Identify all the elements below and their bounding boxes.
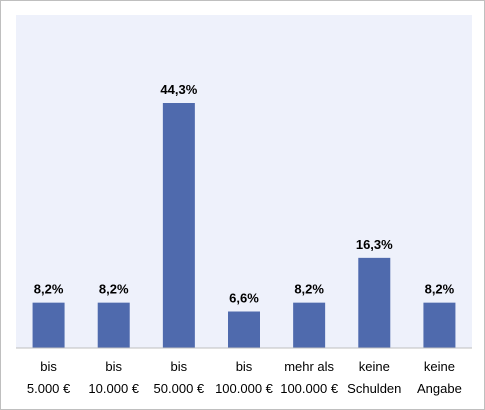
category-label-1-line-1: 10.000 € — [88, 381, 139, 396]
category-label-1-line-0: bis — [105, 359, 122, 374]
category-label-6-line-1: Angabe — [417, 381, 462, 396]
bars-group — [32, 103, 456, 348]
bar-4 — [293, 302, 326, 348]
bar-3 — [228, 311, 260, 348]
value-label-3: 6,6% — [229, 290, 259, 305]
category-label-0-line-1: 5.000 € — [27, 381, 71, 396]
category-label-5-line-1: Schulden — [347, 381, 401, 396]
value-label-1: 8,2% — [99, 282, 129, 297]
value-label-5: 16,3% — [356, 237, 393, 252]
bar-6 — [423, 302, 456, 348]
category-label-3-line-1: 100.000 € — [215, 381, 274, 396]
value-label-6: 8,2% — [425, 282, 455, 297]
bar-1 — [97, 302, 130, 348]
category-label-0-line-0: bis — [40, 359, 57, 374]
bar-2 — [162, 103, 195, 348]
bar-5 — [358, 257, 391, 348]
value-label-4: 8,2% — [294, 282, 324, 297]
value-label-0: 8,2% — [34, 282, 64, 297]
category-label-3-line-0: bis — [236, 359, 253, 374]
bar-0 — [32, 302, 65, 348]
value-labels-group: 8,2% 8,2% 44,3% 6,6% 8,2% 16,3% 8,2% — [34, 82, 455, 305]
plot-area — [16, 15, 472, 348]
category-label-4-line-1: 100.000 € — [280, 381, 339, 396]
category-labels-group: bis 5.000 € bis 10.000 € bis 50.000 € bis 100.0… — [27, 359, 462, 396]
category-label-2-line-1: 50.000 € — [154, 381, 205, 396]
value-label-2: 44,3% — [160, 82, 197, 97]
category-label-2-line-0: bis — [171, 359, 188, 374]
category-label-6-line-0: keine — [424, 359, 455, 374]
category-label-5-line-0: keine — [359, 359, 390, 374]
category-label-4-line-0: mehr als — [284, 359, 334, 374]
